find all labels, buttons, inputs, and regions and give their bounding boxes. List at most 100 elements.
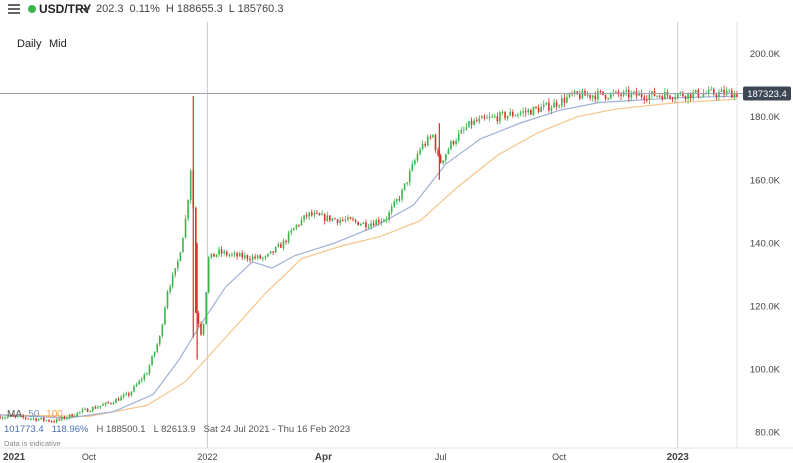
candle-body-138	[354, 219, 357, 222]
candle-body-4	[9, 415, 12, 417]
candle-body-169	[434, 134, 437, 151]
candle-body-132	[339, 220, 341, 223]
change-percent: 0.11%	[129, 3, 160, 15]
last-price: 202.3	[96, 3, 124, 15]
candle-body-213	[548, 102, 550, 111]
candle-body-207	[532, 106, 535, 115]
candle-body-28	[71, 414, 73, 417]
candle-body-160	[411, 164, 414, 171]
candle-body-171	[439, 155, 442, 164]
candle-body-63	[161, 324, 164, 337]
candle-body-258	[664, 91, 666, 100]
candle-body-79	[202, 323, 205, 335]
candle-body-237	[609, 93, 612, 99]
x-tick-label-1: Oct	[82, 452, 97, 462]
candle-body-184	[473, 120, 475, 125]
candle-body-250	[643, 97, 646, 100]
candle-body-39	[99, 405, 102, 408]
x-tick-label-0: 2021	[3, 452, 26, 463]
candle-body-118	[303, 215, 305, 220]
x-tick-label-3: Apr	[315, 452, 332, 463]
candle-body-257	[661, 96, 664, 100]
candle-body-144	[370, 223, 372, 227]
candle-body-173	[445, 154, 447, 161]
candle-body-76	[195, 207, 197, 313]
candle-body-277	[713, 89, 715, 95]
candle-body-143	[367, 226, 370, 228]
candle-body-40	[102, 404, 104, 406]
candle-body-112	[287, 232, 290, 243]
candle-body-192	[493, 116, 496, 118]
candle-body-209	[537, 107, 540, 113]
candle-body-95	[244, 255, 246, 258]
candle-body-208	[535, 106, 537, 108]
interval-button[interactable]: Daily	[17, 38, 42, 50]
x-tick-label-5: Oct	[552, 452, 567, 462]
candle-body-78	[200, 323, 202, 335]
candle-body-30	[76, 412, 79, 416]
candle-body-137	[352, 218, 354, 220]
candle-body-170	[437, 150, 439, 156]
y-tick-label-4: 160.0K	[750, 175, 781, 186]
candle-body-196	[504, 112, 506, 119]
candle-body-107	[274, 246, 277, 253]
chevron-down-icon[interactable]	[82, 8, 90, 13]
candle-body-19	[48, 420, 50, 422]
candle-body-178	[457, 133, 460, 141]
candle-body-102	[262, 257, 264, 259]
candle-body-37	[94, 407, 97, 409]
candle-body-67	[171, 274, 174, 287]
ma-legend-label: MA	[7, 409, 22, 420]
candle-body-145	[372, 223, 375, 226]
candle-body-219	[563, 98, 566, 103]
candle-body-153	[393, 201, 396, 207]
candle-body-282	[725, 90, 728, 95]
candle-body-81	[207, 257, 210, 293]
range-stats: 101773.4 118.96% H 188500.1 L 82613.9 Sat 24…	[4, 424, 358, 435]
ma100-legend[interactable]: 100	[46, 409, 63, 420]
candle-body-23	[58, 419, 61, 421]
candle-body-65	[166, 291, 169, 308]
data-disclaimer: Data is indicative	[4, 439, 61, 448]
candle-body-279	[718, 91, 720, 97]
instrument-symbol[interactable]: USD/TRY	[39, 2, 92, 16]
candle-body-51	[130, 391, 133, 396]
candle-body-164	[421, 143, 424, 150]
x-tick-label-4: Jul	[435, 452, 447, 462]
candle-body-203	[522, 111, 524, 113]
candle-body-72	[184, 218, 187, 238]
candle-body-60	[153, 351, 156, 357]
price-type-button[interactable]: Mid	[49, 38, 67, 50]
candle-body-239	[615, 91, 617, 93]
ma50-legend[interactable]: 50	[28, 409, 40, 420]
candle-body-141	[362, 222, 365, 224]
candle-body-26	[66, 417, 68, 419]
hamburger-menu-icon[interactable]	[8, 4, 20, 14]
candle-body-29	[73, 415, 76, 417]
candle-body-235	[604, 94, 607, 99]
candle-body-98	[251, 256, 254, 261]
candle-body-55	[140, 379, 143, 381]
candle-body-86	[220, 249, 223, 254]
candle-body-89	[228, 254, 231, 256]
candle-body-38	[97, 407, 99, 409]
candle-body-232	[597, 90, 599, 100]
candle-body-130	[334, 218, 336, 220]
candle-body-268	[689, 92, 692, 99]
candle-body-230	[591, 95, 594, 98]
candle-body-108	[277, 244, 280, 247]
candle-body-195	[501, 112, 504, 114]
candle-body-274	[705, 93, 707, 95]
candle-body-161	[414, 160, 416, 165]
candle-body-135	[347, 217, 349, 220]
candle-body-12	[30, 418, 32, 420]
candle-body-233	[599, 90, 602, 92]
candle-body-87	[223, 251, 225, 254]
candle-body-35	[89, 411, 91, 413]
candle-body-106	[272, 251, 274, 253]
candle-body-61	[156, 344, 158, 352]
candle-body-64	[164, 307, 166, 325]
candle-body-201	[517, 114, 519, 116]
candle-body-281	[723, 89, 725, 95]
